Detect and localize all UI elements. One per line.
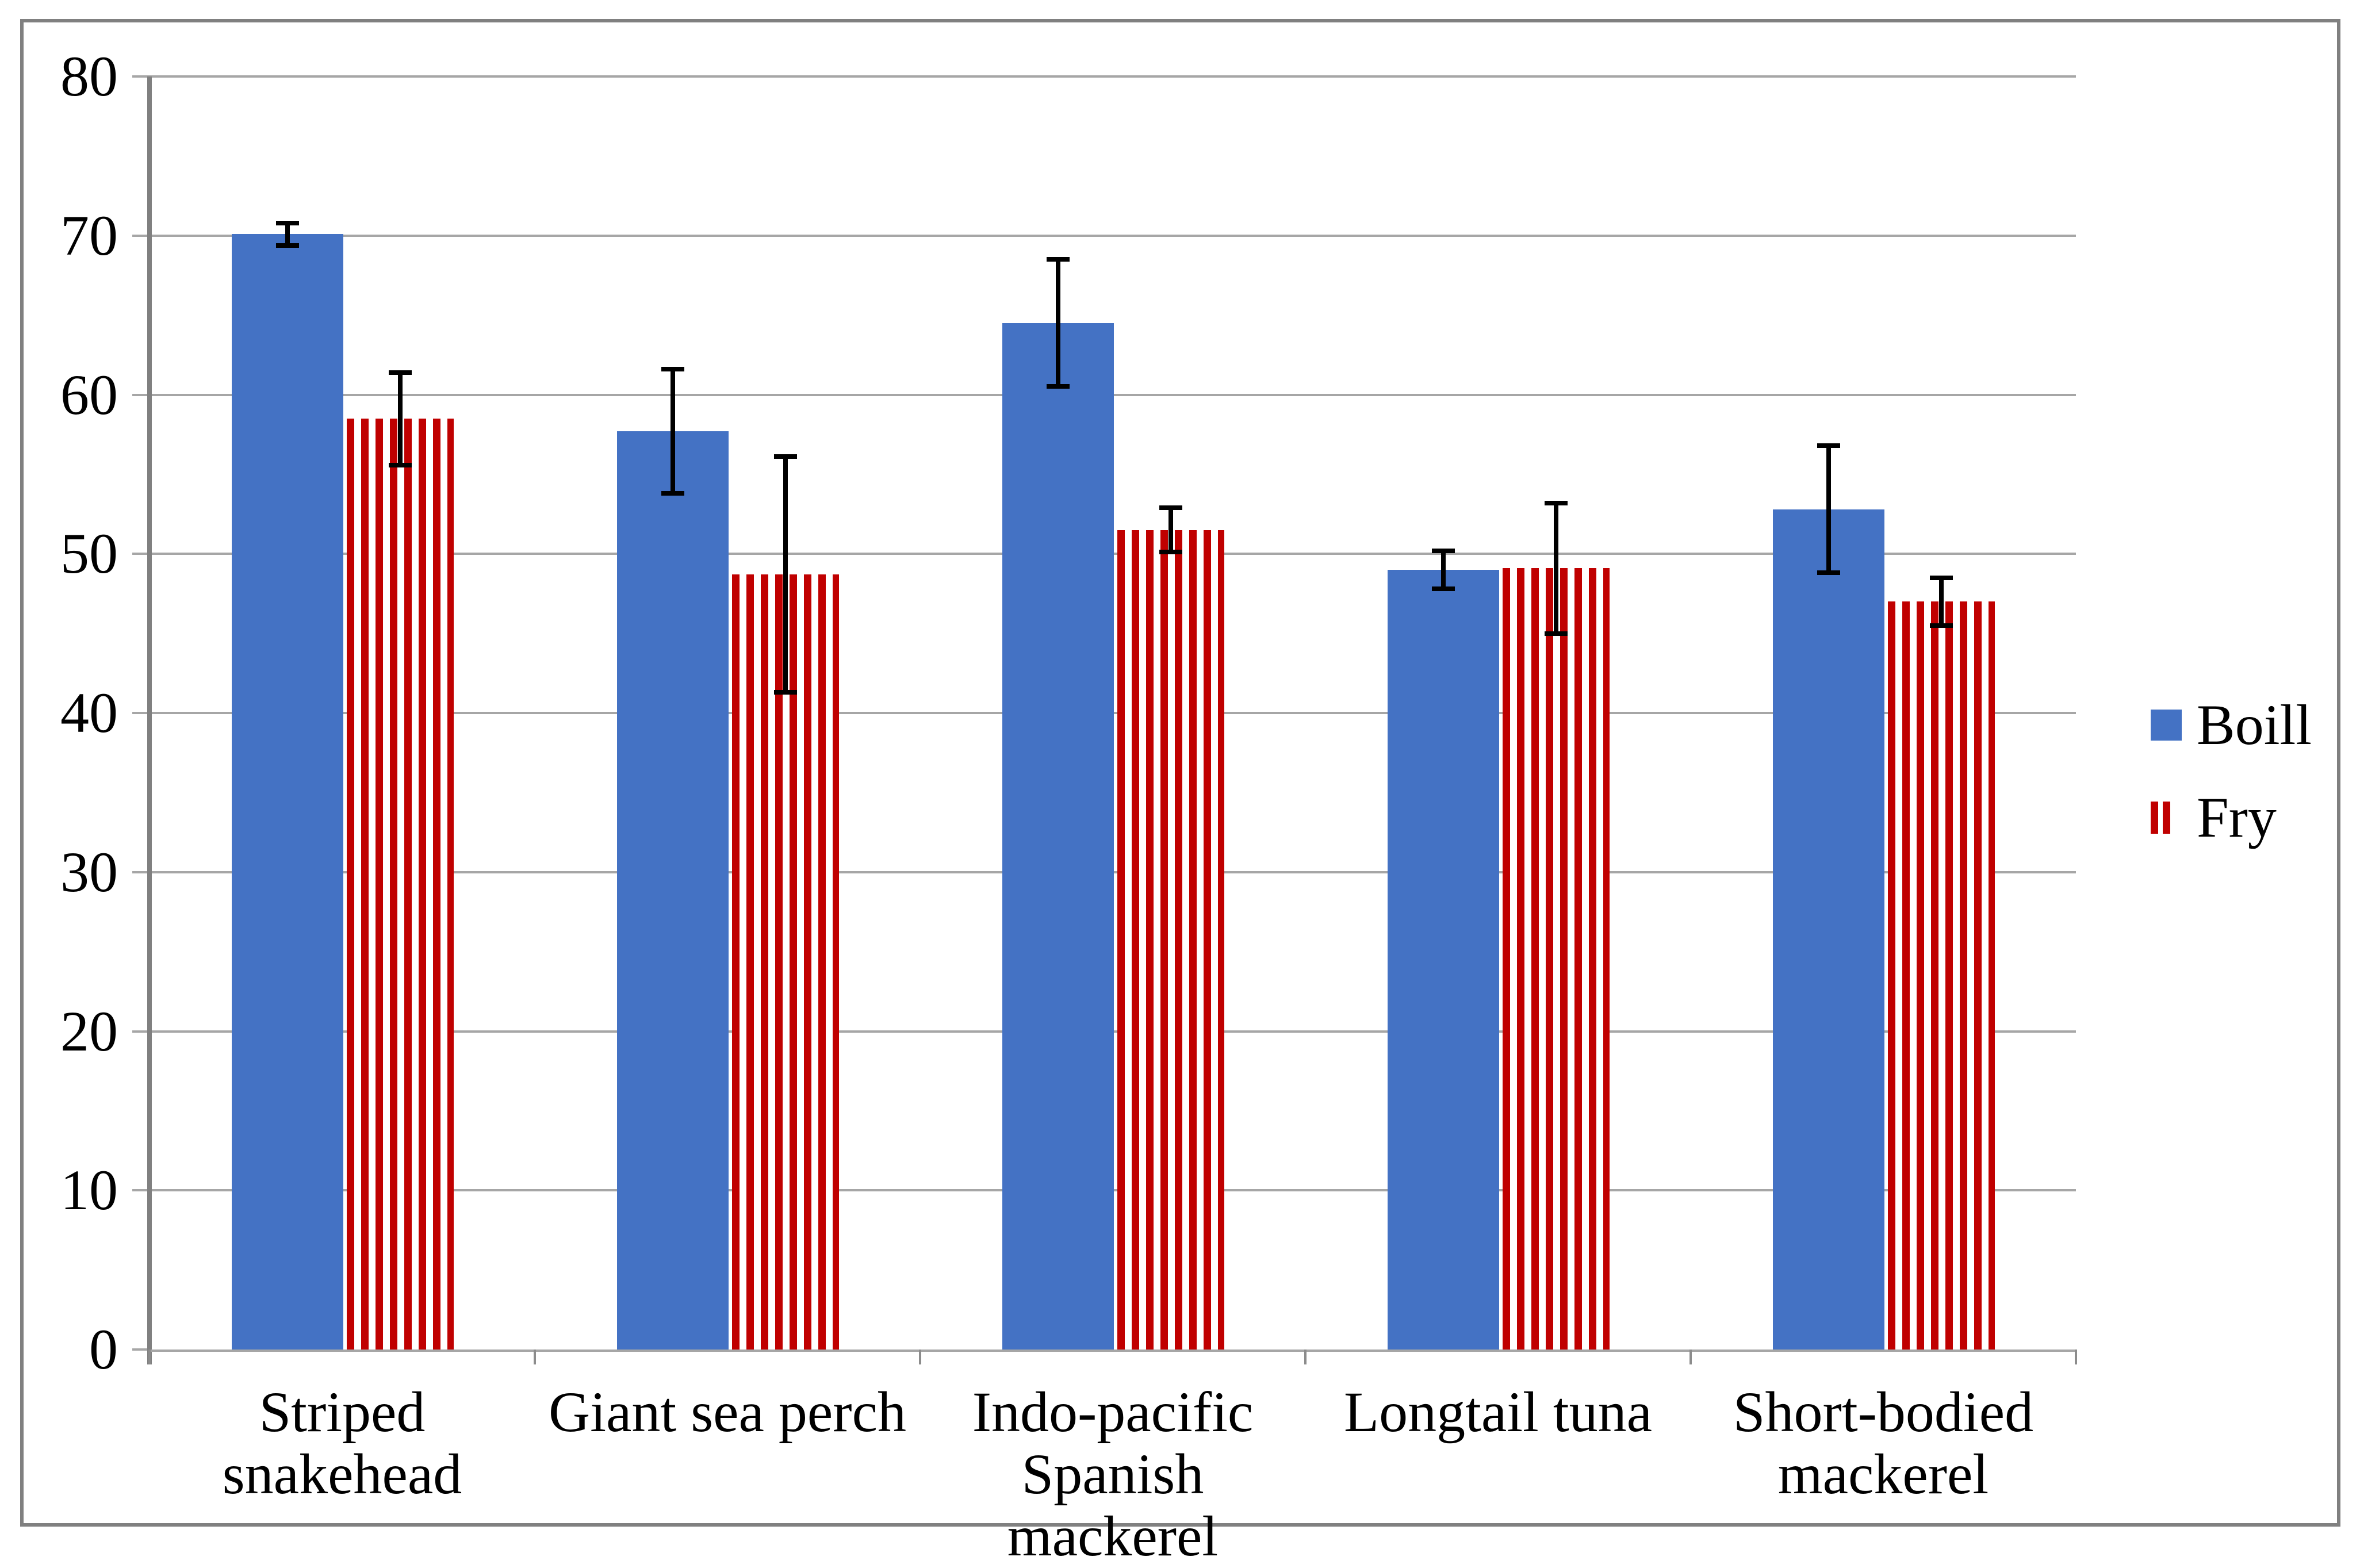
y-axis-label-80: 80	[60, 44, 118, 108]
x-axis-tick-5	[2075, 1350, 2077, 1364]
legend-swatch-fry-icon	[2151, 802, 2170, 834]
legend: Boill Fry	[2151, 693, 2312, 850]
bar-fry-3	[1503, 568, 1610, 1350]
error-bar-stem	[1168, 505, 1173, 554]
legend-swatch-box	[2151, 802, 2183, 834]
gridline-70	[150, 235, 2076, 237]
error-bar-fry-4	[1930, 576, 1953, 628]
error-bar-cap-bottom	[276, 243, 299, 248]
bar-boill-2	[1002, 323, 1114, 1350]
error-bar-boill-1	[661, 367, 684, 496]
bar-fry-4	[1888, 601, 1995, 1350]
y-axis-label-20: 20	[60, 999, 118, 1063]
y-axis-tick-40	[132, 712, 150, 714]
error-bar-stem	[1056, 257, 1060, 389]
error-bar-boill-2	[1047, 257, 1070, 389]
y-axis-label-10: 10	[60, 1158, 118, 1222]
category-label-2: Indo-pacific Spanish mackerel	[972, 1380, 1254, 1568]
x-axis-tick-0	[148, 1350, 151, 1364]
error-bar-cap-bottom	[1545, 631, 1568, 636]
error-bar-cap-bottom	[1432, 586, 1455, 591]
error-bar-cap-bottom	[389, 463, 412, 467]
y-axis-line	[147, 76, 152, 1364]
error-bar-cap-bottom	[1159, 550, 1182, 554]
error-bar-stem	[1826, 443, 1831, 575]
y-axis-label-60: 60	[60, 363, 118, 427]
legend-label: Fry	[2197, 785, 2277, 849]
error-bar-fry-3	[1545, 501, 1568, 636]
y-axis-label-0: 0	[89, 1317, 118, 1381]
error-bar-cap-bottom	[774, 690, 797, 695]
error-bar-cap-bottom	[661, 491, 684, 496]
x-axis-tick-3	[1304, 1350, 1307, 1364]
bar-fry-1	[732, 574, 839, 1350]
y-axis-tick-60	[132, 394, 150, 396]
error-bar-boill-4	[1817, 443, 1840, 575]
y-axis-label-40: 40	[60, 681, 118, 745]
x-axis-tick-4	[1689, 1350, 1692, 1364]
bar-fry-2	[1117, 530, 1224, 1350]
bar-boill-1	[617, 431, 729, 1350]
error-bar-cap-bottom	[1930, 623, 1953, 628]
x-axis-tick-1	[534, 1350, 536, 1364]
legend-label: Boill	[2197, 693, 2312, 757]
y-axis-tick-20	[132, 1030, 150, 1033]
error-bar-fry-2	[1159, 505, 1182, 554]
error-bar-stem	[285, 221, 290, 248]
y-axis-label-70: 70	[60, 204, 118, 267]
error-bar-fry-1	[774, 454, 797, 695]
error-bar-stem	[1554, 501, 1558, 636]
y-axis-tick-30	[132, 871, 150, 873]
error-bar-stem	[1939, 576, 1944, 628]
error-bar-cap-bottom	[1047, 384, 1070, 389]
gridline-80	[150, 75, 2076, 78]
y-axis-label-30: 30	[60, 840, 118, 904]
y-axis-tick-50	[132, 553, 150, 555]
bar-boill-3	[1388, 570, 1499, 1350]
y-axis-tick-70	[132, 235, 150, 237]
category-label-3: Longtail tuna	[1344, 1380, 1652, 1444]
y-axis-tick-0	[132, 1348, 150, 1351]
error-bar-stem	[398, 370, 403, 467]
legend-swatch-box	[2151, 710, 2183, 741]
category-label-0: Striped snakehead	[222, 1380, 462, 1506]
error-bar-stem	[783, 454, 788, 695]
y-axis-tick-10	[132, 1189, 150, 1191]
x-axis-tick-2	[919, 1350, 921, 1364]
bar-boill-4	[1773, 509, 1884, 1350]
error-bar-boill-0	[276, 221, 299, 248]
x-axis-line	[150, 1350, 2076, 1352]
error-bar-stem	[671, 367, 675, 496]
legend-swatch-boill-icon	[2151, 710, 2182, 741]
legend-item-boill: Boill	[2151, 693, 2312, 757]
y-axis-label-50: 50	[60, 522, 118, 585]
error-bar-boill-3	[1432, 549, 1455, 591]
error-bar-cap-bottom	[1817, 570, 1840, 575]
error-bar-stem	[1441, 549, 1446, 591]
y-axis-tick-80	[132, 75, 150, 78]
category-label-4: Short-bodied mackerel	[1733, 1380, 2034, 1506]
error-bar-fry-0	[389, 370, 412, 467]
bar-boill-0	[232, 234, 343, 1350]
bar-fry-0	[347, 419, 454, 1350]
legend-item-fry: Fry	[2151, 785, 2312, 850]
category-label-1: Giant sea perch	[549, 1380, 906, 1444]
